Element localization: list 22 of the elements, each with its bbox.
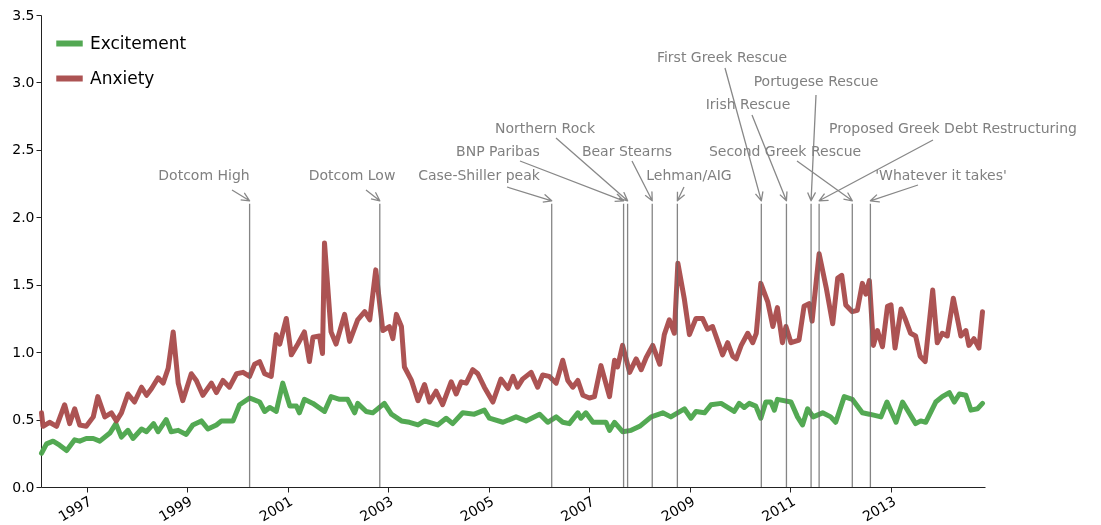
y-tick-label: 2.0 [12,208,35,225]
annotation: Northern Rock [494,120,596,136]
annotation: Dotcom Low [308,167,396,183]
annotation: Irish Rescue [705,96,791,112]
y-tick-label: 1.0 [12,343,35,360]
y-tick-label: 3.0 [12,73,35,90]
y-tick-label: 0.5 [12,411,35,428]
annotation: First Greek Rescue [656,49,788,65]
legend-label: Anxiety [90,67,155,88]
y-tick-label: 1.5 [12,276,35,293]
annotation: Dotcom High [158,167,250,183]
annotation: Portugese Rescue [753,73,879,89]
annotation: BNP Paribas [456,143,540,159]
y-tick-label: 0.0 [12,478,35,495]
y-tick-label: 2.5 [12,141,35,158]
annotation: Lehman/AIG [646,167,732,183]
annotation: Proposed Greek Debt Restructuring [829,120,1077,136]
legend-label: Excitement [90,32,187,53]
annotation: Case-Shiller peak [418,167,541,183]
y-tick-label: 3.5 [12,6,35,23]
annotation: Bear Stearns [581,143,673,159]
annotation: 'Whatever it takes' [875,167,1007,183]
